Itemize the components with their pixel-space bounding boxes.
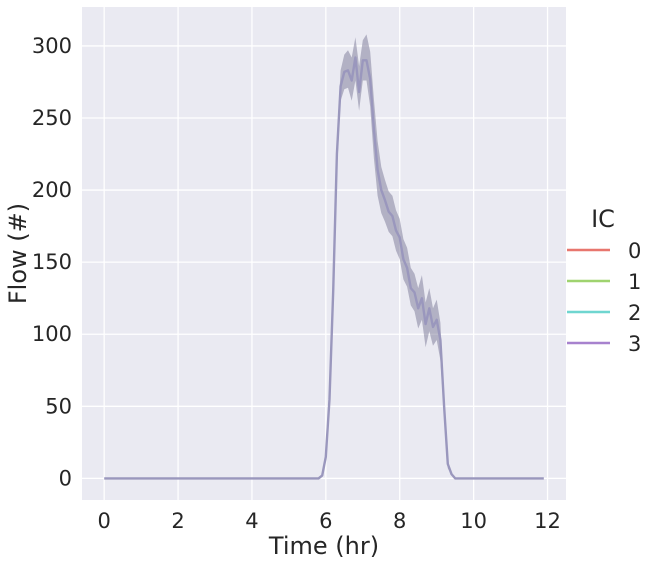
x-tick-label: 6 [319,509,332,533]
x-axis-label: Time (hr) [268,532,379,560]
y-tick-label: 50 [45,394,72,418]
legend-items: 0 1 2 3 [567,239,641,356]
x-tick-label: 8 [393,509,406,533]
x-tick-label: 4 [245,509,258,533]
y-tick-label: 150 [32,250,72,274]
x-tick-labels: 0 2 4 6 8 10 12 [97,509,560,533]
legend-label: 0 [628,239,641,263]
y-axis-label: Flow (#) [4,203,32,304]
y-tick-label: 250 [32,106,72,130]
y-tick-label: 100 [32,322,72,346]
mean-line-layer [104,56,544,480]
legend-title: IC [591,205,615,233]
plot-background [82,7,566,500]
x-tick-label: 10 [460,509,487,533]
legend-label: 1 [628,270,641,294]
legend: IC 0 1 2 3 [567,205,641,356]
y-tick-label: 0 [59,466,72,490]
legend-label: 3 [628,332,641,356]
x-tick-label: 2 [171,509,184,533]
x-tick-label: 0 [97,509,110,533]
y-tick-label: 200 [32,178,72,202]
y-tick-label: 300 [32,34,72,58]
mean-line [104,56,544,480]
y-tick-labels: 0 50 100 150 200 250 300 [32,34,72,490]
legend-label: 2 [628,301,641,325]
x-tick-label: 12 [534,509,561,533]
